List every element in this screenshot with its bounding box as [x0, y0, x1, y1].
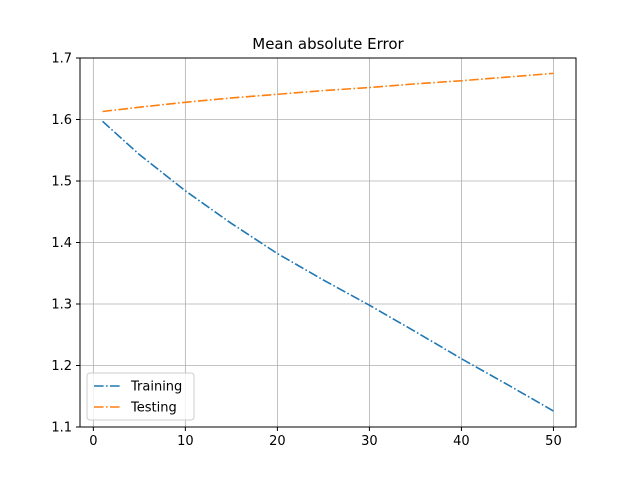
y-tick-label: 1.6: [51, 113, 72, 128]
series-line-testing: [102, 72, 554, 113]
x-tick-label: 20: [269, 434, 286, 449]
y-tick-label: 1.1: [51, 421, 72, 436]
y-tick-label: 1.3: [51, 298, 72, 313]
x-tick-label: 40: [453, 434, 470, 449]
x-tick-label: 10: [177, 434, 194, 449]
y-tick-label: 1.7: [51, 52, 72, 67]
chart-title: Mean absolute Error: [252, 35, 404, 53]
legend-label-testing: Testing: [130, 401, 177, 416]
legend-label-training: Training: [130, 380, 182, 395]
series-lines: [102, 72, 554, 412]
y-tick-label: 1.4: [51, 236, 72, 251]
series-line-training: [102, 120, 554, 412]
x-tick-label: 30: [361, 434, 378, 449]
x-tick-label: 50: [545, 434, 562, 449]
axes: 0 10 20 30 40 50 1.1 1.2 1.3 1.4 1.5 1.6 1.7: [51, 52, 577, 449]
legend: Training Testing: [86, 372, 195, 421]
y-tick-label: 1.2: [51, 359, 72, 374]
y-tick-label: 1.5: [51, 175, 72, 190]
x-tick-label: 0: [89, 434, 97, 449]
grid: [80, 57, 576, 428]
legend-box: [86, 372, 195, 421]
